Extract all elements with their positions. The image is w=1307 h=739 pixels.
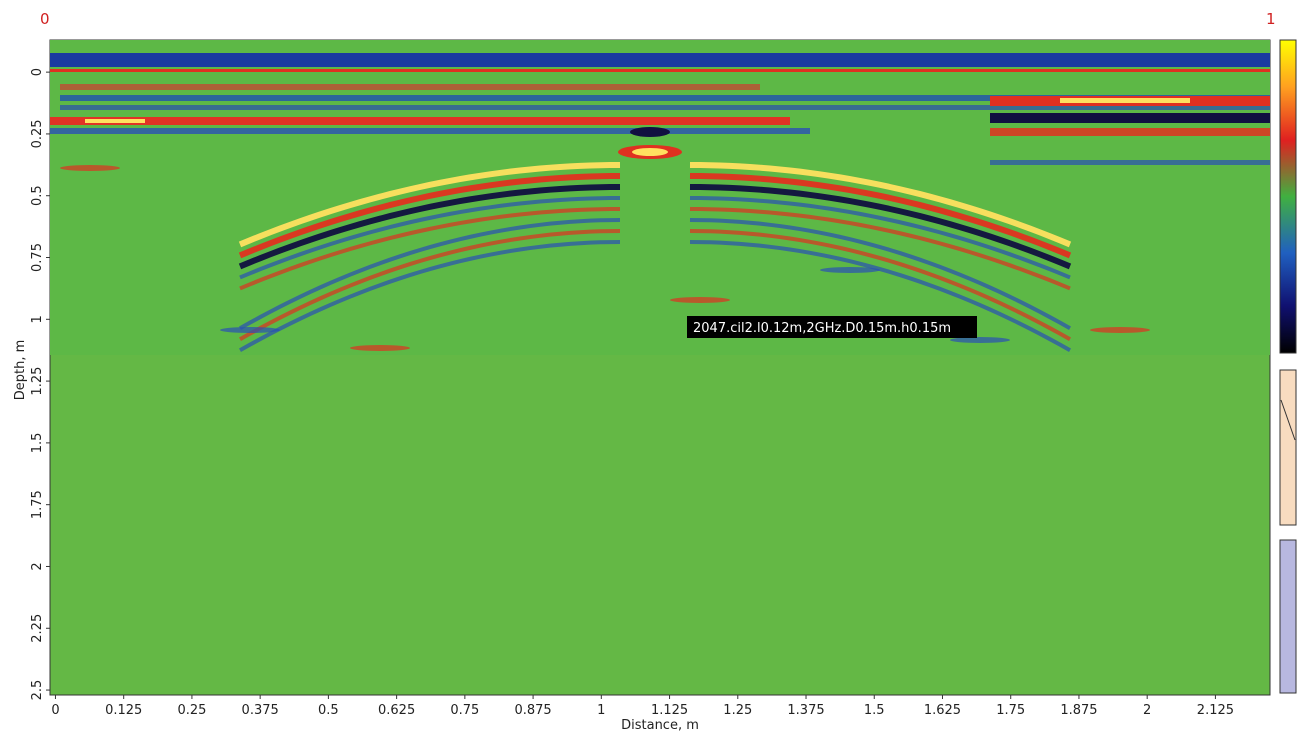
x-axis-label: Distance, m — [621, 718, 699, 733]
gain-panel — [1280, 370, 1296, 525]
y-tick-label: 0.5 — [30, 185, 45, 206]
x-tick-label: 2.125 — [1197, 703, 1234, 718]
reflection — [1090, 327, 1150, 333]
x-tick-label: 1 — [597, 703, 605, 718]
y-tick-label: 0.75 — [30, 243, 45, 272]
y-tick-label: 1.25 — [30, 367, 45, 396]
y-tick-label: 2.5 — [30, 680, 45, 701]
x-tick-label: 0.375 — [242, 703, 279, 718]
x-tick-label: 0.625 — [378, 703, 415, 718]
x-tick-label: 0.875 — [514, 703, 551, 718]
x-tick-label: 0.5 — [318, 703, 339, 718]
x-tick-label: 1.875 — [1060, 703, 1097, 718]
filter-panel — [1280, 540, 1296, 693]
scale-label: 1 — [1266, 10, 1276, 28]
scale-label: 0 — [40, 10, 50, 28]
reflection — [350, 345, 410, 351]
x-tick-label: 1.125 — [651, 703, 688, 718]
x-tick-label: 1.375 — [787, 703, 824, 718]
reflection — [60, 165, 120, 171]
x-tick-label: 0 — [51, 703, 59, 718]
x-tick-label: 1.5 — [864, 703, 885, 718]
x-tick-label: 1.75 — [996, 703, 1025, 718]
y-tick-label: 0.25 — [30, 119, 45, 148]
color-bar — [1280, 40, 1296, 353]
y-tick-label: 1.75 — [30, 490, 45, 519]
x-tick-label: 0.25 — [177, 703, 206, 718]
reflection — [670, 297, 730, 303]
annotation: 2047.cil2.l0.12m,2GHz.D0.15m.h0.15m — [693, 321, 951, 336]
reflection — [220, 327, 280, 333]
y-tick-label: 0 — [30, 68, 45, 76]
y-tick-label: 2 — [30, 562, 45, 570]
radargram-window: 2047.cil2.l0.12m,2GHz.D0.15m.h0.15m 0 1 … — [0, 0, 1307, 735]
x-tick-label: 0.75 — [450, 703, 479, 718]
x-tick-label: 0.125 — [105, 703, 142, 718]
x-tick-label: 2 — [1143, 703, 1151, 718]
y-tick-label: 2.25 — [30, 614, 45, 643]
reflection — [820, 267, 880, 273]
y-tick-label: 1 — [30, 315, 45, 323]
x-tick-label: 1.625 — [924, 703, 961, 718]
y-axis-label: Depth, m — [13, 340, 28, 401]
x-tick-label: 1.25 — [723, 703, 752, 718]
y-tick-label: 1.5 — [30, 433, 45, 454]
